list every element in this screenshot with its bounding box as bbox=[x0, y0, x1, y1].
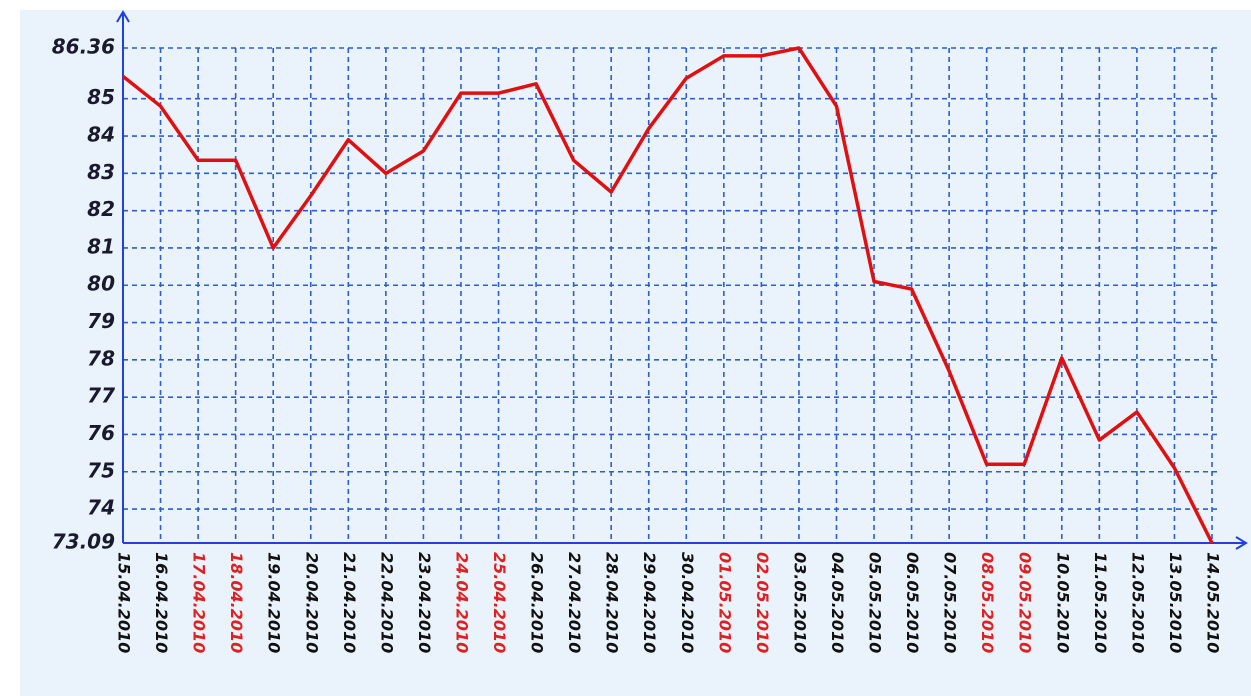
x-tick-label: 20.04.2010 bbox=[302, 552, 321, 653]
x-tick-label: 22.04.2010 bbox=[377, 552, 396, 653]
x-tick-label: 14.05.2010 bbox=[1204, 552, 1223, 653]
x-tick-label: 28.04.2010 bbox=[603, 552, 622, 653]
y-tick-label: 73.09 bbox=[52, 530, 115, 554]
x-tick-label: 24.04.2010 bbox=[452, 552, 471, 653]
x-tick-label: 17.04.2010 bbox=[190, 552, 209, 653]
x-tick-label: 29.04.2010 bbox=[640, 552, 659, 653]
y-tick-label: 86.36 bbox=[52, 35, 115, 59]
x-tick-label: 09.05.2010 bbox=[1016, 552, 1035, 653]
x-tick-label: 03.05.2010 bbox=[790, 552, 809, 653]
x-tick-label: 05.05.2010 bbox=[866, 552, 885, 653]
x-tick-label: 08.05.2010 bbox=[978, 552, 997, 653]
x-tick-label: 25.04.2010 bbox=[490, 552, 509, 653]
x-tick-label: 30.04.2010 bbox=[678, 552, 697, 653]
y-tick-label: 77 bbox=[87, 384, 115, 408]
y-tick-label: 85 bbox=[87, 85, 115, 109]
y-tick-label: 81 bbox=[87, 234, 115, 258]
x-tick-label: 15.04.2010 bbox=[115, 552, 134, 653]
x-tick-label: 04.05.2010 bbox=[828, 552, 847, 653]
y-tick-label: 75 bbox=[87, 458, 115, 482]
x-tick-label: 18.04.2010 bbox=[227, 552, 246, 653]
y-tick-label: 83 bbox=[87, 160, 115, 184]
y-tick-label: 82 bbox=[87, 197, 115, 221]
x-tick-label: 21.04.2010 bbox=[340, 552, 359, 653]
x-tick-label: 12.05.2010 bbox=[1128, 552, 1147, 653]
y-tick-label: 76 bbox=[87, 421, 115, 445]
y-tick-label: 80 bbox=[87, 272, 115, 296]
x-tick-label: 06.05.2010 bbox=[903, 552, 922, 653]
x-tick-label: 13.05.2010 bbox=[1166, 552, 1185, 653]
x-tick-label: 19.04.2010 bbox=[265, 552, 284, 653]
y-tick-label: 84 bbox=[87, 123, 115, 147]
y-axis-arrow bbox=[116, 10, 130, 23]
x-tick-label: 23.04.2010 bbox=[415, 552, 434, 653]
x-tick-label: 27.04.2010 bbox=[565, 552, 584, 653]
x-tick-label: 16.04.2010 bbox=[152, 552, 171, 653]
x-tick-label: 02.05.2010 bbox=[753, 552, 772, 653]
data-line bbox=[121, 46, 1214, 544]
y-tick-label: 78 bbox=[87, 346, 115, 370]
y-tick-label: 79 bbox=[87, 309, 115, 333]
x-tick-label: 07.05.2010 bbox=[941, 552, 960, 653]
plot-background bbox=[20, 10, 1251, 696]
x-tick-label: 26.04.2010 bbox=[528, 552, 547, 653]
x-tick-label: 10.05.2010 bbox=[1053, 552, 1072, 653]
x-tick-label: 01.05.2010 bbox=[715, 552, 734, 653]
x-tick-label: 11.05.2010 bbox=[1091, 552, 1110, 653]
x-axis-arrow bbox=[1235, 536, 1248, 550]
y-tick-label: 74 bbox=[87, 496, 115, 520]
